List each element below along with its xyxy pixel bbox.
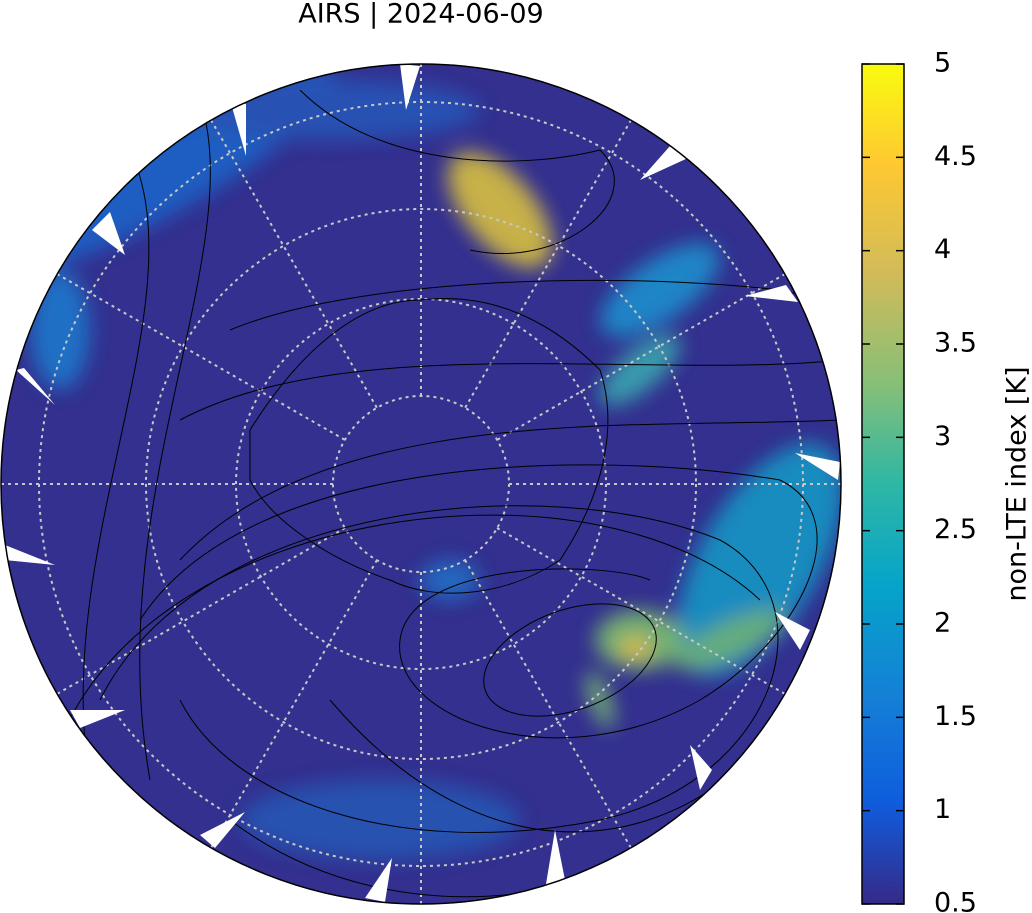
colorbar-tick-label: 2.5 — [934, 514, 977, 545]
colorbar: 0.5 1 1.5 2 2.5 3 3.5 4 4.5 5 — [861, 48, 977, 913]
map-border — [0, 63, 842, 905]
map — [1, 64, 841, 904]
colorbar-tick-label: 0.5 — [934, 888, 977, 913]
colorbar-tick-label: 1 — [934, 794, 951, 825]
colorbar-tick-label: 1.5 — [934, 701, 977, 732]
title: AIRS | 2024-06-09 — [298, 0, 544, 30]
colorbar-tick-label: 4.5 — [934, 141, 977, 172]
colorbar-tick-label: 3 — [934, 421, 951, 452]
colorbar-tick-label: 5 — [934, 48, 951, 79]
colorbar-tick-label: 2 — [934, 608, 951, 639]
colorbar-tick-label: 3.5 — [934, 328, 977, 359]
colorbar-label: non-LTE index [K] — [1002, 366, 1032, 601]
colorbar-tick-label: 4 — [934, 234, 951, 265]
colorbar-gradient — [861, 63, 905, 905]
